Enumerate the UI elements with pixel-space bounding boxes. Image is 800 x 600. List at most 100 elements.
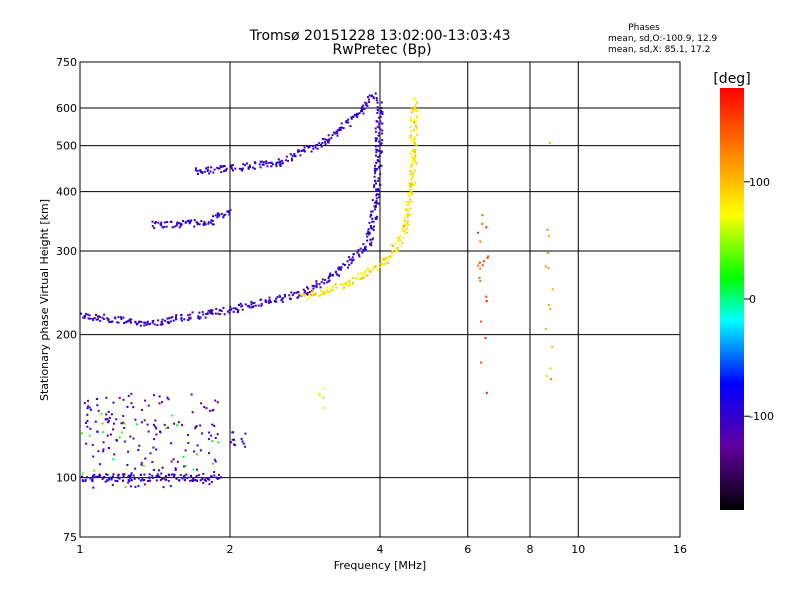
data-point [129,321,132,324]
data-point [332,289,335,292]
data-point [378,154,381,157]
data-point [346,284,349,287]
data-point [404,224,407,227]
data-point [290,157,293,160]
data-point [414,157,417,160]
data-point [214,312,217,315]
data-point [222,165,225,168]
data-point [113,453,116,456]
data-point [123,427,126,430]
data-point [270,165,273,168]
data-point [372,96,375,99]
data-point [265,162,268,165]
data-point [218,213,221,216]
data-point [365,232,368,235]
data-point [91,480,94,483]
data-point [122,415,125,418]
data-point [92,455,95,458]
data-point [403,220,406,223]
data-point [414,97,417,100]
data-point [378,183,381,186]
data-point [262,163,265,166]
data-point [382,263,385,266]
data-point [230,166,233,169]
data-point [86,313,89,316]
data-point [120,316,123,319]
data-point [410,177,413,180]
data-point [409,125,412,128]
data-point [410,163,413,166]
data-point [373,175,376,178]
data-point [364,248,367,251]
data-point [361,251,364,254]
data-point [479,279,482,282]
data-point [184,221,187,224]
data-point [375,194,378,197]
data-point [381,111,384,114]
data-point [123,473,126,476]
stats-title: Phases [628,23,660,33]
data-point [374,172,377,175]
data-point [375,120,378,123]
data-point [326,286,329,289]
data-point [377,165,380,168]
data-point [134,320,137,323]
data-point [411,172,414,175]
data-point [149,479,152,482]
data-point [130,402,133,405]
data-point [180,319,183,322]
data-point [408,195,411,198]
data-point [181,477,184,480]
data-point [102,441,105,444]
data-point [222,214,225,217]
data-point [377,202,380,205]
data-point [122,398,125,401]
data-point [484,336,487,339]
data-point [168,322,171,325]
data-point [92,319,95,322]
data-point [329,272,332,275]
data-point [101,477,104,480]
data-point [121,479,124,482]
data-point [327,140,330,143]
data-point [374,216,377,219]
data-point [331,273,334,276]
data-point [308,296,311,299]
data-point [152,394,155,397]
data-point [409,169,412,172]
data-point [330,136,333,139]
data-point [314,292,317,295]
data-point [107,319,110,322]
data-point [375,202,378,205]
data-point [165,478,168,481]
data-point [371,210,374,213]
data-point [87,317,90,320]
data-point [230,167,233,170]
data-point [92,486,95,489]
data-point [315,282,318,285]
data-point [139,479,142,482]
data-point [310,291,313,294]
data-point [320,290,323,293]
data-point [130,479,133,482]
data-point [299,154,302,157]
data-point [143,473,146,476]
data-point [102,450,105,453]
data-point [313,294,316,297]
data-point [170,460,173,463]
data-point [219,313,222,316]
data-point [279,295,282,298]
data-point [357,253,360,256]
data-point [212,223,215,226]
colorbar-tick-label: 0 [749,293,756,306]
data-point [485,295,488,298]
data-point [410,178,413,181]
data-point [240,305,243,308]
data-point [154,220,157,223]
data-point [253,167,256,170]
data-point [379,128,382,131]
data-point [140,320,143,323]
data-point [293,292,296,295]
data-point [138,444,141,447]
data-point [307,145,310,148]
